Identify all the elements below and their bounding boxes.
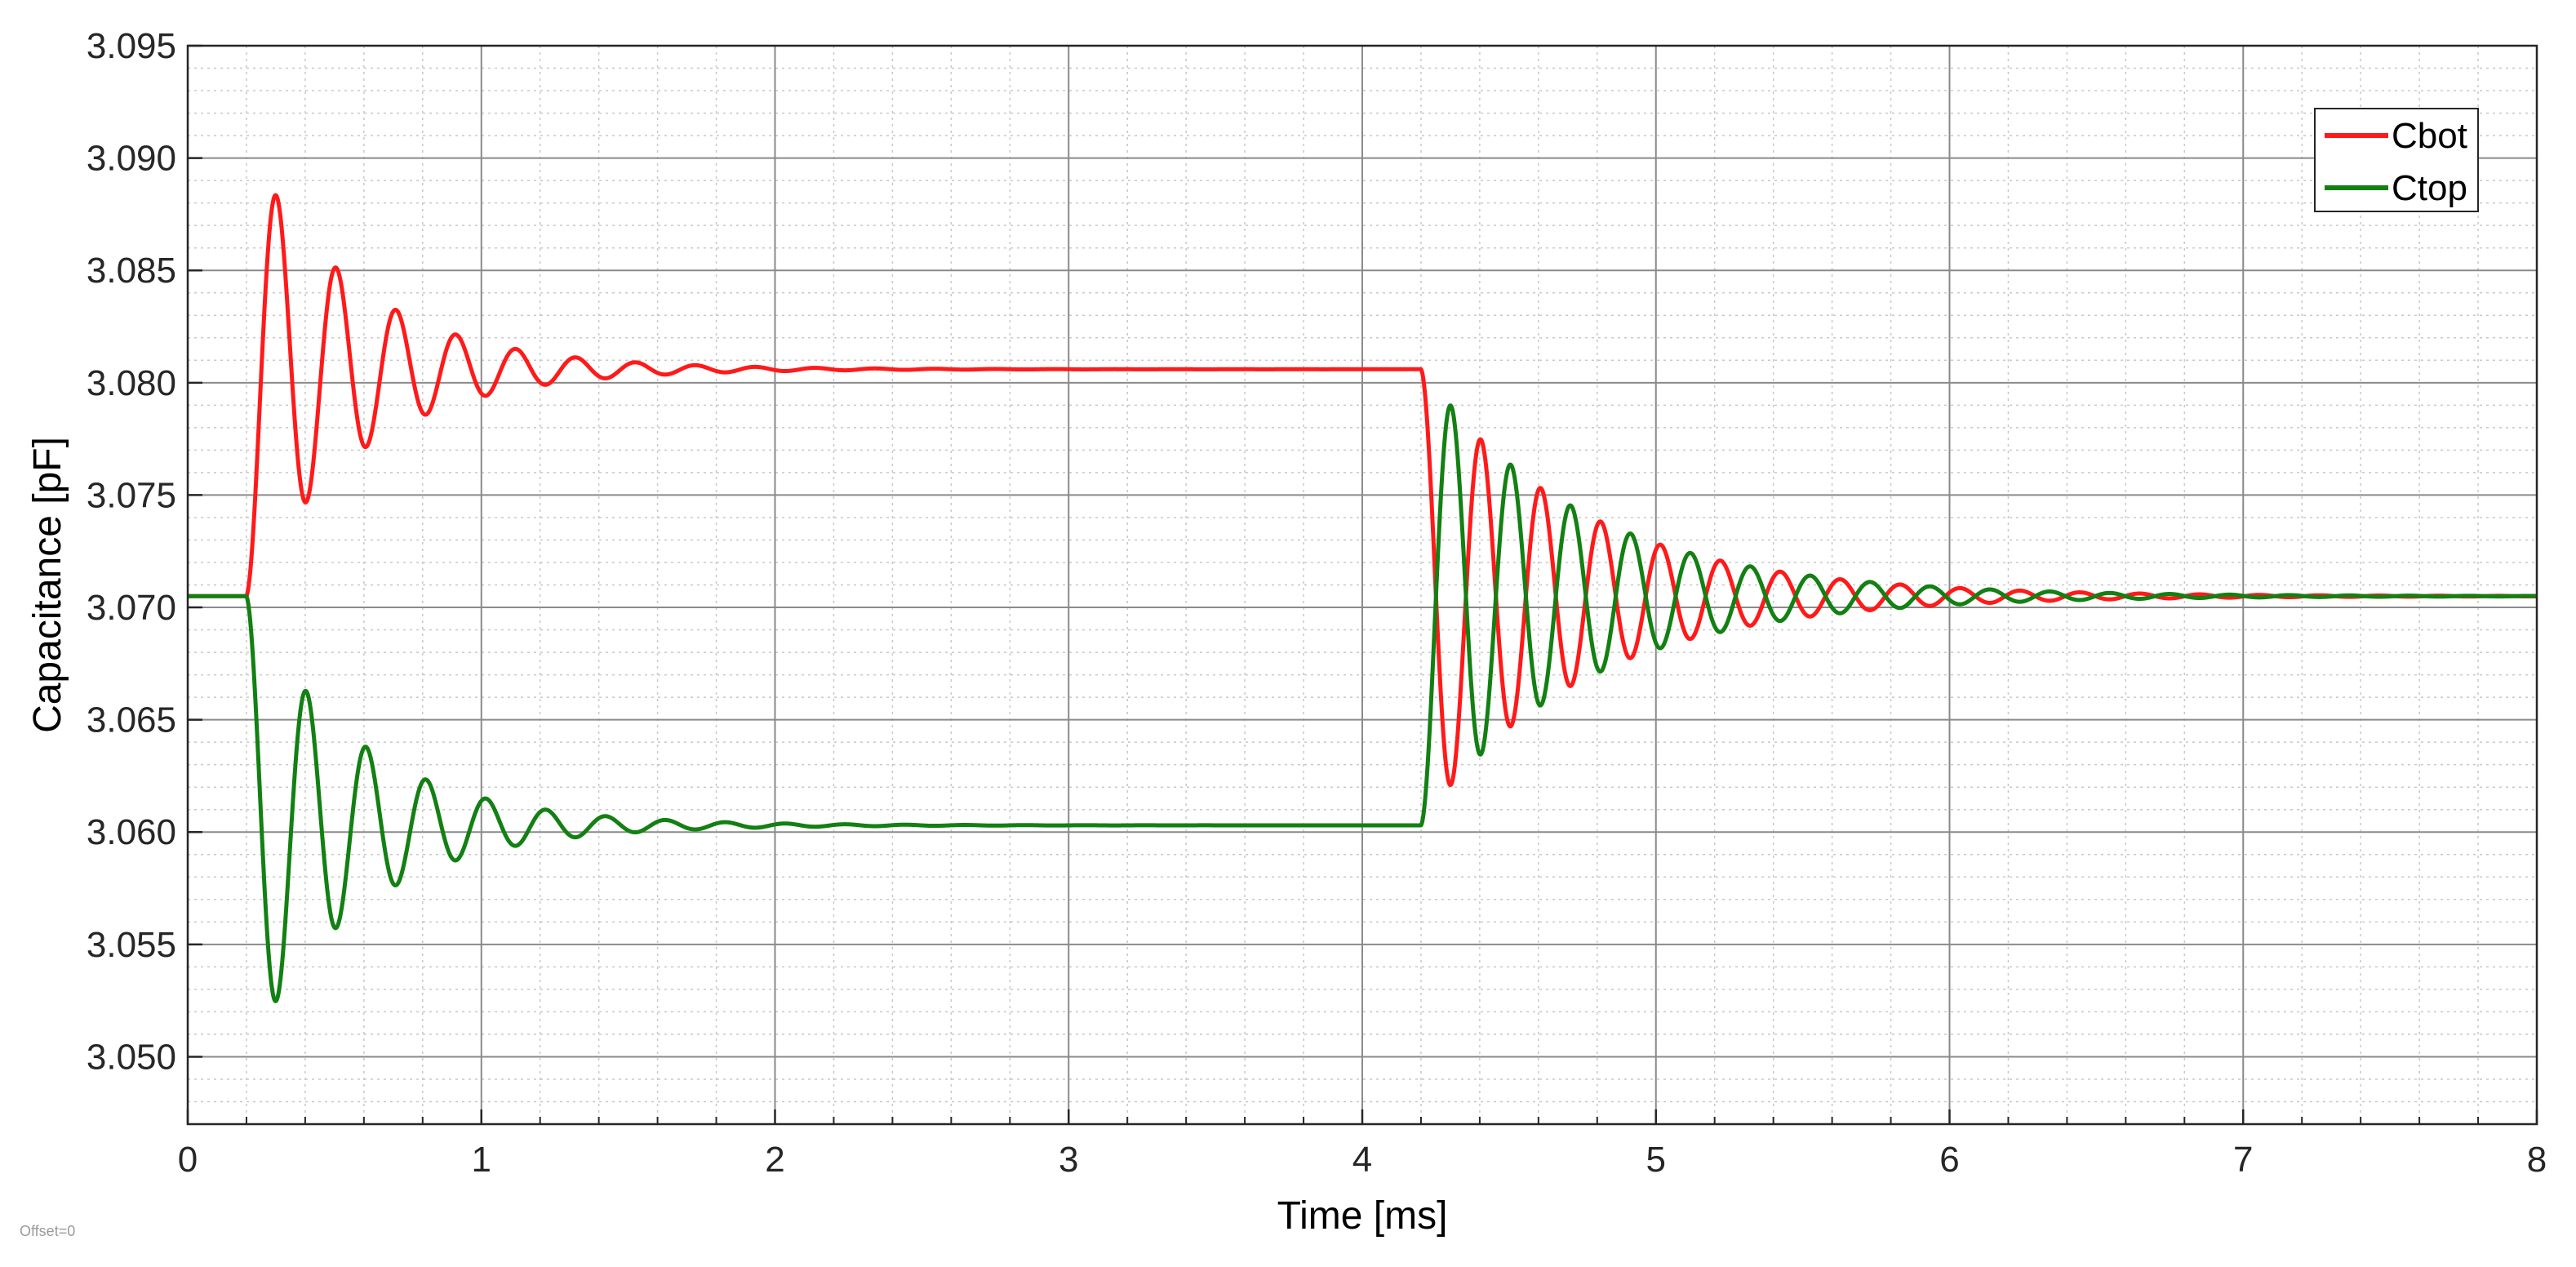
y-tick-label: 3.095	[87, 26, 176, 66]
y-tick-label: 3.065	[87, 700, 176, 740]
major-grid	[187, 45, 2538, 1124]
y-tick-label: 3.090	[87, 139, 176, 179]
legend-label-cbot: Cbot	[2392, 116, 2467, 156]
legend-label-ctop: Ctop	[2392, 168, 2467, 208]
y-tick-label: 3.055	[87, 925, 176, 965]
x-tick-label: 6	[1939, 1140, 1959, 1180]
x-tick-label: 2	[765, 1140, 784, 1180]
y-tick-label: 3.070	[87, 588, 176, 628]
x-tick-label: 5	[1646, 1140, 1666, 1180]
series-line-cbot	[186, 193, 2538, 788]
y-tick-label: 3.050	[87, 1037, 176, 1077]
y-tick-labels: 3.050 3.055 3.060 3.065 3.070 3.075 3.080 3.085…	[87, 26, 176, 1077]
y-axis-title: Capacitance [pF]	[26, 437, 69, 733]
x-tick-label: 3	[1059, 1140, 1078, 1180]
axis-ticks	[186, 44, 2538, 1124]
x-tick-label: 8	[2527, 1140, 2547, 1180]
series-layer	[186, 193, 2538, 1003]
legend-box	[2314, 108, 2479, 212]
x-tick-label: 1	[472, 1140, 491, 1180]
y-tick-label: 3.060	[87, 812, 176, 852]
x-tick-label: 0	[178, 1140, 198, 1180]
x-tick-label: 7	[2233, 1140, 2253, 1180]
y-tick-label: 3.080	[87, 363, 176, 403]
y-tick-label: 3.075	[87, 475, 176, 515]
offset-note: Offset=0	[20, 1223, 75, 1239]
x-tick-labels: 0 1 2 3 4 5 6 7 8	[178, 1140, 2547, 1180]
x-tick-label: 4	[1352, 1140, 1372, 1180]
x-axis-title: Time [ms]	[1277, 1194, 1448, 1238]
y-tick-label: 3.085	[87, 251, 176, 291]
legend: Cbot Ctop	[2314, 108, 2479, 212]
series-line-ctop	[186, 403, 2538, 1003]
